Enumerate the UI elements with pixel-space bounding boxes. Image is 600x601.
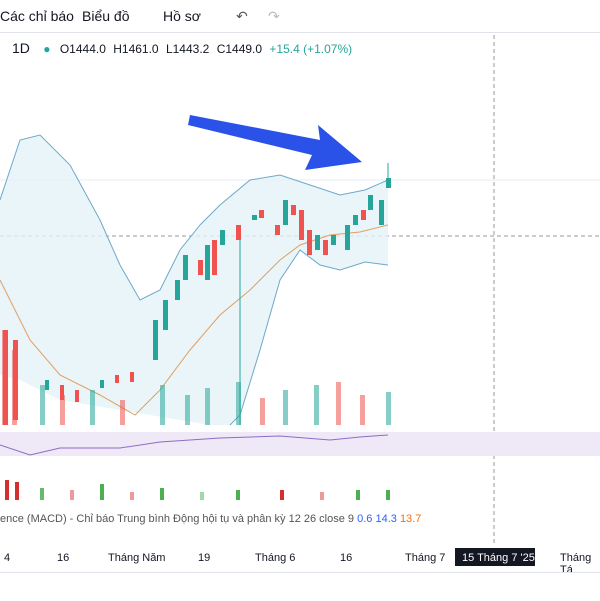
indicators-button[interactable]: Các chỉ báo xyxy=(0,8,74,24)
low: L1443.2 xyxy=(165,42,210,56)
candles xyxy=(3,163,391,425)
undo-button[interactable]: ↶ xyxy=(236,8,248,24)
macd-title: ence (MACD) - Chỉ báo Trung bình Động hộ… xyxy=(0,513,355,525)
bollinger-lower xyxy=(229,249,389,426)
open: O1444.0 xyxy=(59,42,106,56)
macd-value: 0.6 xyxy=(357,513,373,525)
x-tick-label: Tháng 7 xyxy=(405,552,446,564)
macd-label: ence (MACD) - Chỉ báo Trung bình Động hộ… xyxy=(0,513,421,525)
date-marker xyxy=(455,548,535,566)
redo-button[interactable]: ↷ xyxy=(268,8,280,24)
x-tick-label: Tháng Năm xyxy=(108,552,166,564)
macd-histogram xyxy=(5,480,390,500)
bollinger-upper xyxy=(0,134,389,301)
x-tick-label: 16 xyxy=(57,552,70,564)
x-tick-label: 4 xyxy=(4,552,11,564)
x-tick-label: 15 Tháng 7 '25 xyxy=(462,552,535,564)
high: H1461.0 xyxy=(113,42,159,56)
interval: 1D xyxy=(12,40,30,56)
rsi-line xyxy=(0,434,389,456)
rsi-band xyxy=(0,432,600,456)
bottom-bar xyxy=(0,572,600,601)
close: C1449.0 xyxy=(216,42,263,56)
change: +15.4 (+1.07%) xyxy=(269,42,353,56)
x-tick-label: 19 xyxy=(198,552,211,564)
x-tick-label: Tháng Tá xyxy=(560,552,592,576)
macd-value: 13.7 xyxy=(399,513,422,525)
profile-button[interactable]: Hồ sơ xyxy=(163,8,201,24)
status-dot: ● xyxy=(43,42,51,56)
moving-average xyxy=(0,224,389,416)
chart-button[interactable]: Biểu đồ xyxy=(82,8,130,24)
bollinger-fill xyxy=(0,135,388,425)
x-axis: 4 16 Tháng Năm 19 Tháng 6 16 Tháng 7 15 … xyxy=(0,550,600,576)
toolbar: Các chỉ báo Biểu đồ Hồ sơ ↶ ↷ xyxy=(0,0,600,33)
legend: 1D ● O1444.0 H1461.0 L1443.2 C1449.0 +15… xyxy=(0,40,356,56)
macd-value: 14.3 xyxy=(375,513,397,525)
x-tick-label: 16 xyxy=(340,552,353,564)
annotation-arrow xyxy=(188,115,362,170)
x-tick-label: Tháng 6 xyxy=(255,552,296,564)
